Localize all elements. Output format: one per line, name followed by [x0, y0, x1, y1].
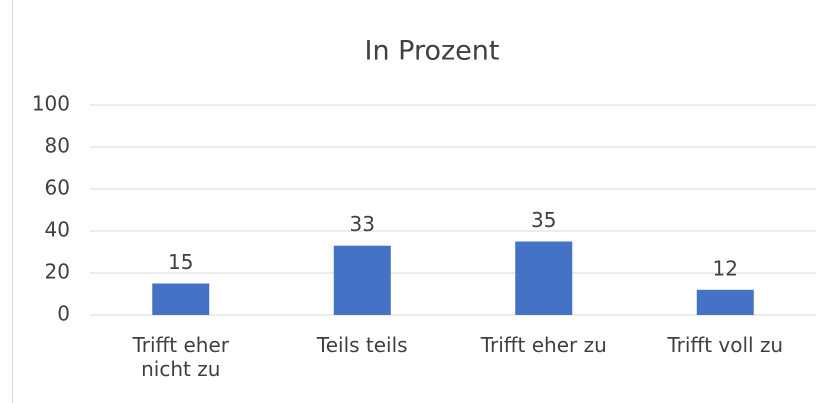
x-tick-label: Teils teils [316, 333, 408, 357]
data-label: 35 [531, 208, 556, 232]
bar [152, 283, 210, 315]
bar [515, 241, 573, 315]
y-tick-label: 60 [45, 176, 70, 200]
chart-border [12, 0, 13, 403]
chart-title: In Prozent [365, 36, 500, 67]
y-tick-label: 0 [57, 302, 70, 326]
x-tick-label: Trifft eher zu [480, 333, 607, 357]
y-tick-label: 20 [45, 260, 70, 284]
bar [333, 245, 391, 315]
data-label: 33 [350, 212, 375, 236]
y-tick-label: 100 [32, 92, 70, 116]
x-tick-label: Trifft voll zu [667, 333, 784, 357]
x-tick-label: Trifft eher nicht zu [132, 333, 230, 381]
y-tick-label: 80 [45, 134, 70, 158]
y-tick-label: 40 [45, 218, 70, 242]
data-label: 15 [168, 250, 193, 274]
bar [696, 289, 754, 315]
data-label: 12 [713, 256, 738, 280]
